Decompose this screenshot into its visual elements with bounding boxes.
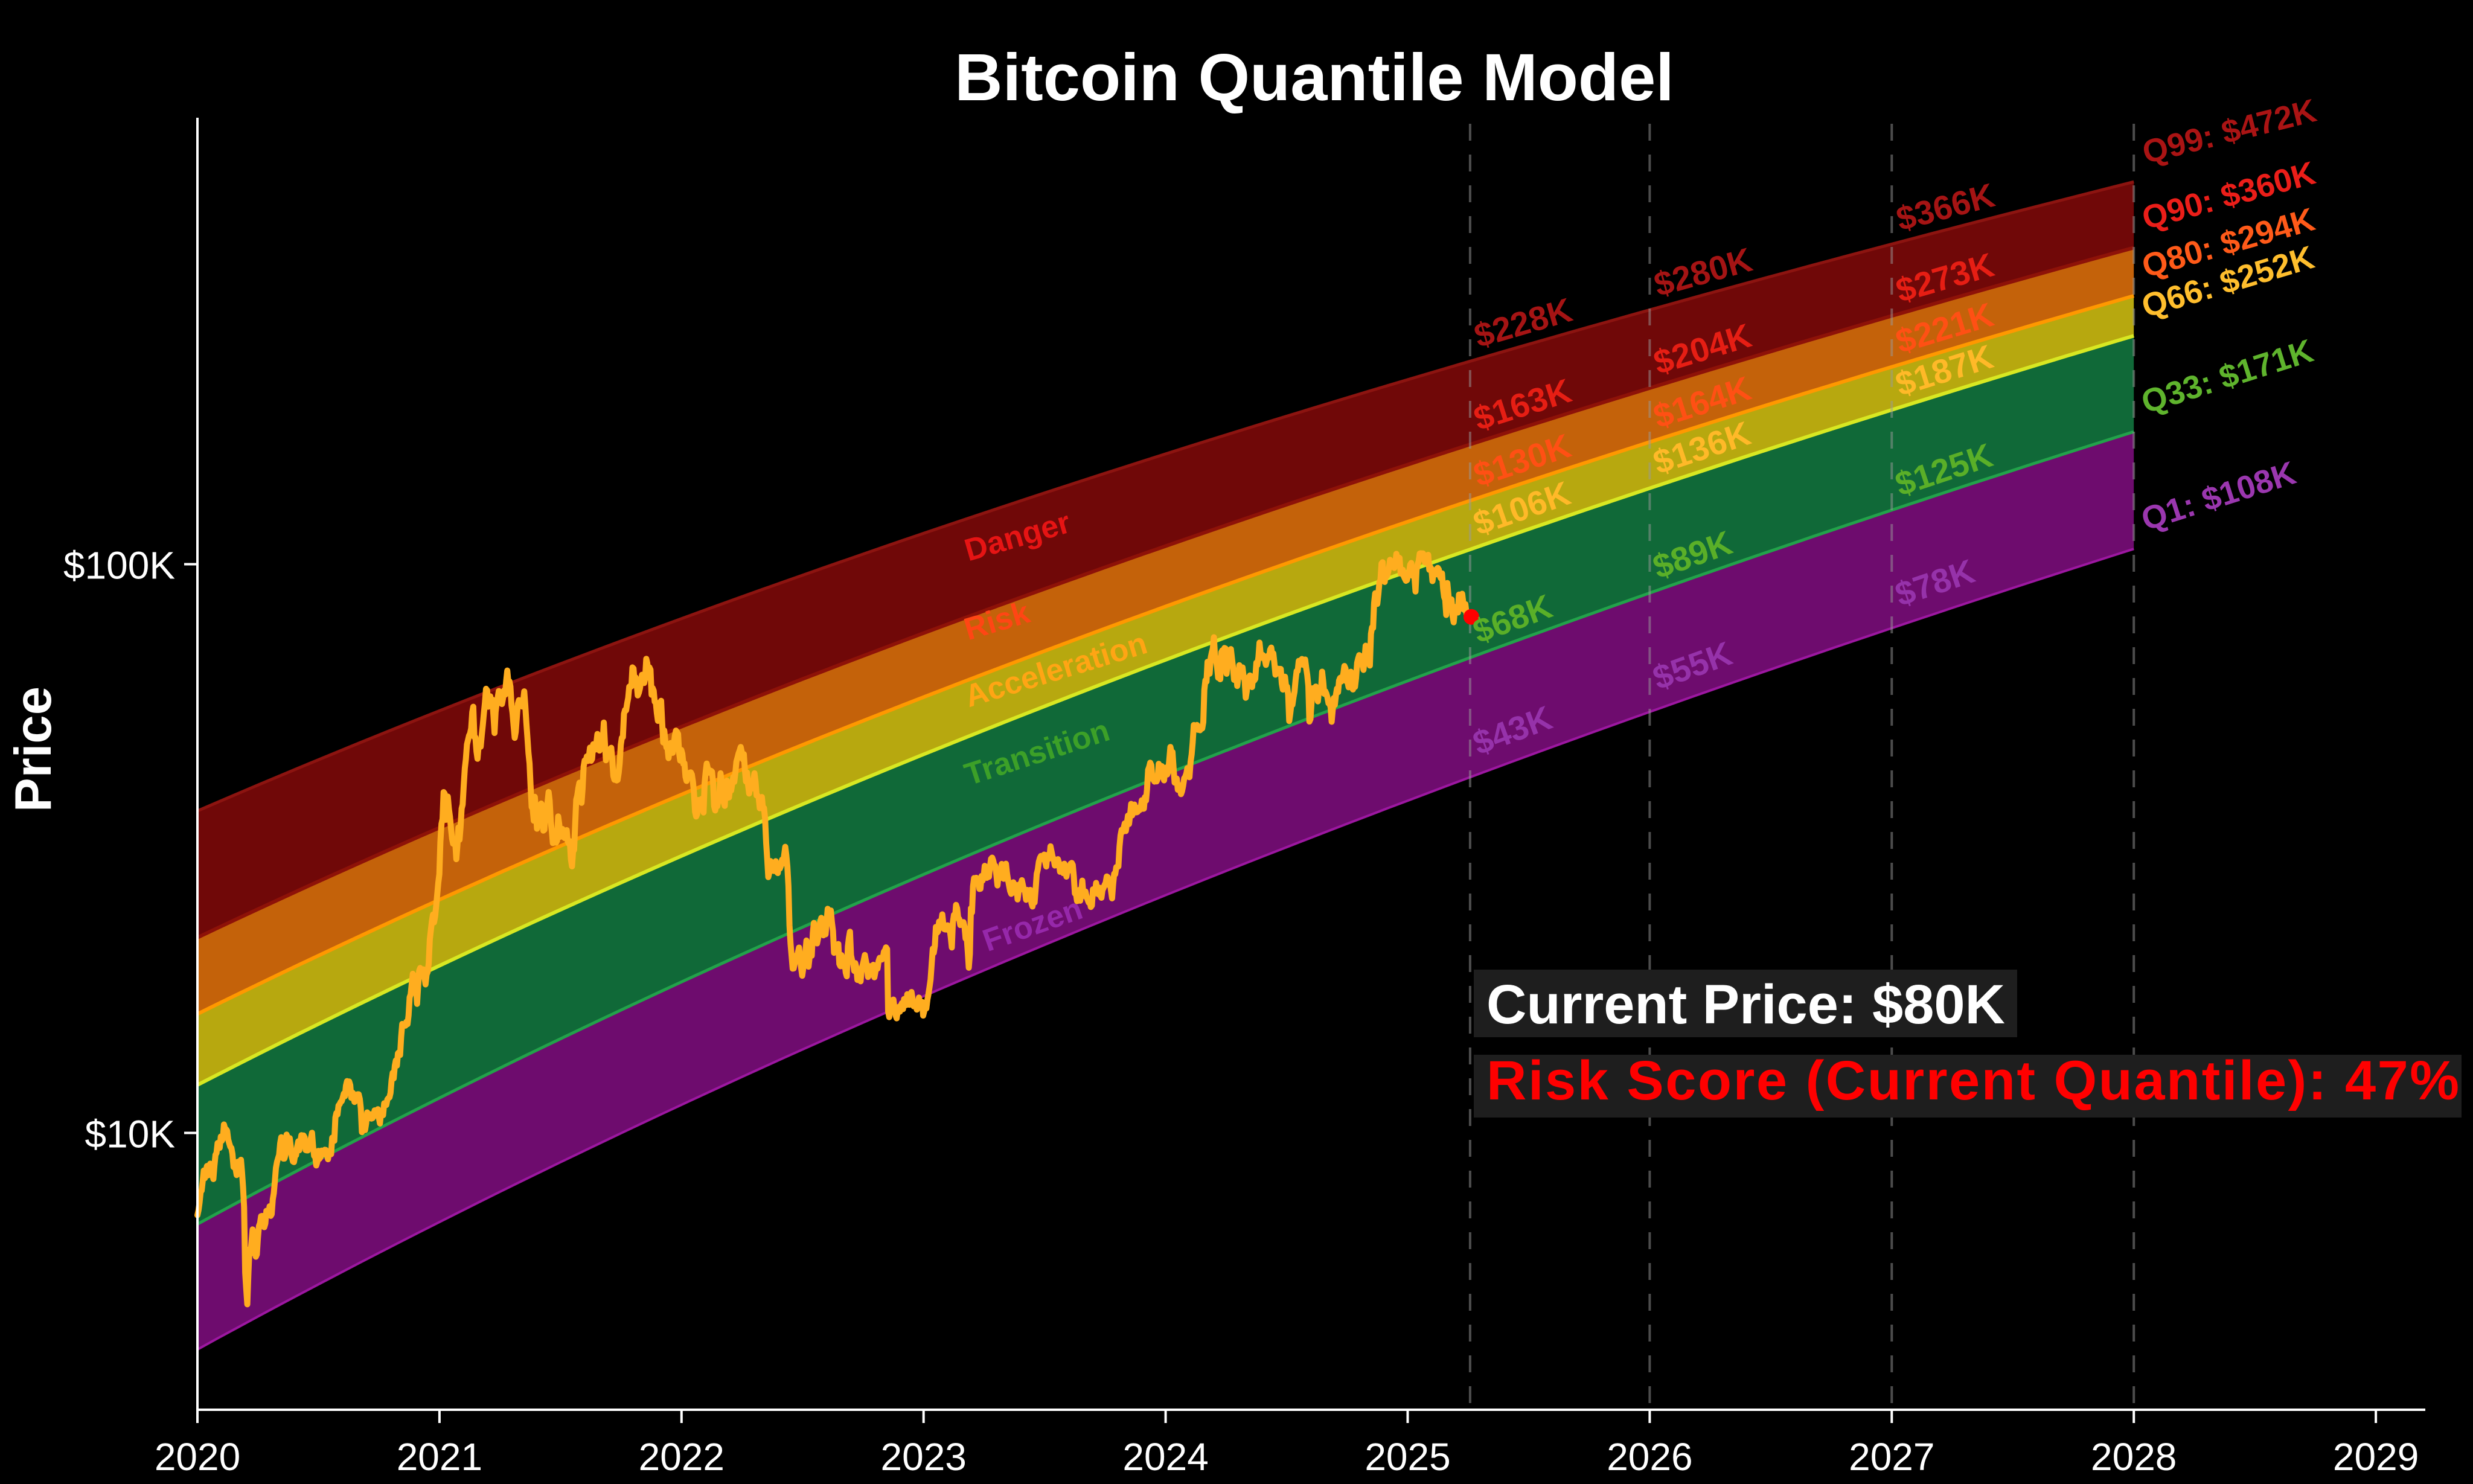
svg-text:2025: 2025 [1364,1435,1450,1479]
svg-text:Price: Price [5,686,62,812]
svg-text:Current Price: $80K: Current Price: $80K [1486,974,2005,1035]
svg-text:2024: 2024 [1122,1435,1208,1479]
svg-text:2027: 2027 [1849,1435,1934,1479]
svg-text:$10K: $10K [85,1113,175,1156]
svg-text:2021: 2021 [397,1435,482,1479]
svg-text:2026: 2026 [1607,1435,1692,1479]
svg-text:2023: 2023 [881,1435,967,1479]
svg-text:Risk Score (Current Quantile):: Risk Score (Current Quantile): 47% [1486,1050,2461,1111]
svg-text:2029: 2029 [2333,1435,2419,1479]
svg-text:2028: 2028 [2091,1435,2177,1479]
svg-text:$100K: $100K [63,544,175,587]
svg-text:2020: 2020 [155,1435,240,1479]
svg-text:Bitcoin Quantile Model: Bitcoin Quantile Model [955,40,1674,115]
svg-text:2022: 2022 [639,1435,725,1479]
